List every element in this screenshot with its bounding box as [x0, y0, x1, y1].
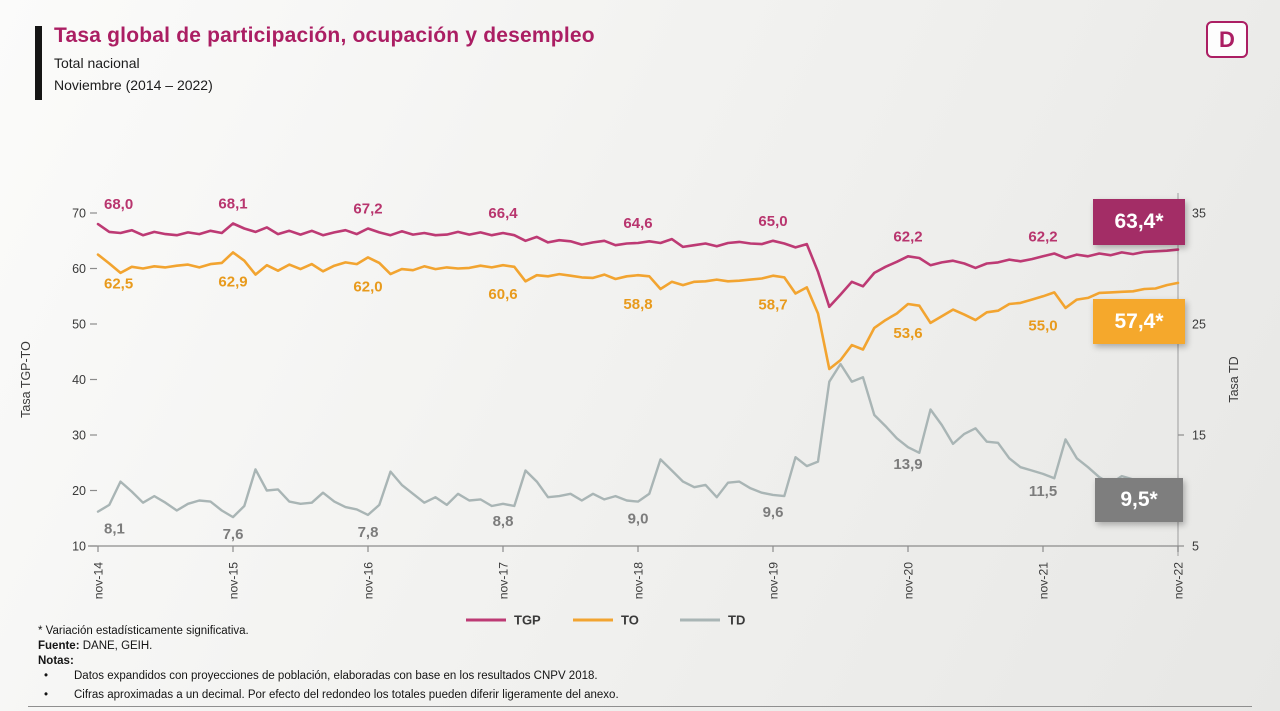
td-data-label: 8,1	[104, 521, 125, 538]
header: Tasa global de participación, ocupación …	[54, 24, 595, 95]
x-tick-label: nov-19	[767, 562, 781, 599]
legend-label-to: TO	[621, 613, 639, 628]
to-line	[96, 251, 1180, 371]
bullet-icon: •	[44, 689, 49, 701]
y-left-tick-label: 40	[72, 373, 86, 387]
to-data-label: 53,6	[893, 325, 922, 342]
source-label: Fuente:	[38, 640, 80, 652]
tgp-data-label: 65,0	[758, 213, 787, 230]
td-data-label: 7,6	[223, 526, 244, 543]
note-item-2: • Cifras aproximadas a un decimal. Por e…	[38, 688, 619, 703]
footer-notes: * Variación estadísticamente significati…	[38, 624, 619, 703]
to-data-label: 62,5	[104, 276, 133, 293]
footer-divider	[28, 706, 1252, 707]
y-left-tick-label: 60	[72, 262, 86, 276]
tgp-line	[96, 222, 1180, 309]
y-left-tick-label: 70	[72, 207, 86, 221]
td-line	[96, 362, 1180, 519]
tgp-data-label: 66,4	[488, 205, 518, 222]
to-data-label: 60,6	[488, 286, 517, 303]
significance-note: * Variación estadísticamente significati…	[38, 625, 249, 637]
legend-label-td: TD	[728, 613, 745, 628]
bullet-icon: •	[44, 670, 49, 682]
y-left-tick-label: 50	[72, 318, 86, 332]
note-item-1-text: Datos expandidos con proyecciones de pob…	[74, 670, 598, 682]
tgp-data-label: 64,6	[623, 215, 652, 232]
to-data-label: 58,7	[758, 297, 787, 314]
x-tick-label: nov-15	[227, 562, 241, 599]
td-data-label: 13,9	[893, 456, 922, 473]
to-data-label: 58,8	[623, 296, 652, 313]
y-right-tick-label: 5	[1192, 540, 1199, 554]
tgp-data-label: 68,0	[104, 196, 133, 213]
y-right-tick-label: 15	[1192, 429, 1206, 443]
tgp-end-value-box: 63,4*	[1093, 199, 1185, 245]
source-text: DANE, GEIH.	[79, 640, 153, 652]
to-data-label: 62,9	[218, 273, 247, 290]
y-left-tick-label: 30	[72, 429, 86, 443]
source-note: Fuente: DANE, GEIH.	[38, 639, 619, 654]
subtitle-period: Noviembre (2014 – 2022)	[54, 76, 213, 93]
y-right-axis-title: Tasa TD	[1227, 356, 1241, 402]
notes-label: Notas:	[38, 655, 74, 667]
td-data-label: 9,6	[763, 504, 784, 521]
td-data-label: 9,0	[628, 511, 649, 528]
x-tick-label: nov-18	[632, 562, 646, 599]
dane-logo-letter: D	[1219, 26, 1235, 52]
x-tick-label: nov-20	[902, 562, 916, 599]
to-data-label: 62,0	[353, 278, 382, 295]
note-item-1: • Datos expandidos con proyecciones de p…	[38, 669, 619, 684]
y-left-tick-label: 20	[72, 484, 86, 498]
x-tick-label: nov-22	[1172, 562, 1186, 599]
td-data-label: 7,8	[358, 524, 379, 541]
page-title: Tasa global de participación, ocupación …	[54, 24, 595, 47]
to-data-label: 55,0	[1028, 317, 1057, 334]
tgp-data-label: 67,2	[353, 201, 382, 218]
x-tick-label: nov-17	[497, 562, 511, 599]
note-item-2-text: Cifras aproximadas a un decimal. Por efe…	[74, 689, 619, 701]
td-data-label: 8,8	[493, 513, 514, 530]
tgp-data-label: 62,2	[893, 228, 922, 245]
y-right-tick-label: 35	[1192, 207, 1206, 221]
dane-logo: D	[1206, 21, 1248, 58]
tgp-data-label: 68,1	[218, 196, 247, 213]
title-accent-bar	[35, 26, 42, 100]
subtitle-scope: Total nacional	[54, 55, 140, 71]
x-tick-label: nov-21	[1037, 562, 1051, 599]
y-left-tick-label: 10	[72, 540, 86, 554]
tgp-data-label: 62,2	[1028, 228, 1057, 245]
x-tick-label: nov-14	[92, 562, 106, 599]
td-data-label: 11,5	[1029, 483, 1057, 500]
legend-label-tgp: TGP	[514, 613, 541, 628]
td-end-value-box: 9,5*	[1095, 478, 1183, 522]
to-end-value-box: 57,4*	[1093, 299, 1185, 344]
x-tick-label: nov-16	[362, 562, 376, 599]
y-right-tick-label: 25	[1192, 318, 1206, 332]
y-left-axis-title: Tasa TGP-TO	[19, 341, 33, 418]
